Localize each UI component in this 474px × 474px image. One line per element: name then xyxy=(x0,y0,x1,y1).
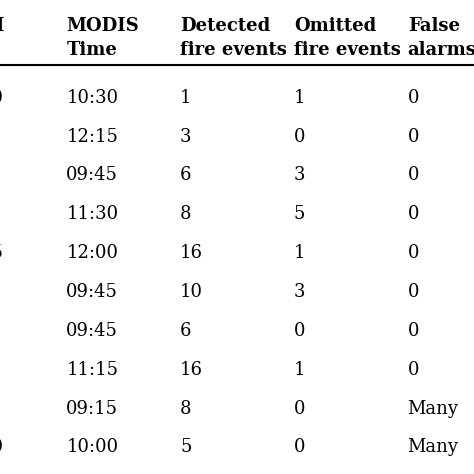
Text: 0: 0 xyxy=(408,283,419,301)
Text: 3: 3 xyxy=(180,128,191,146)
Text: 16: 16 xyxy=(180,361,203,379)
Text: 1: 1 xyxy=(180,89,191,107)
Text: fire events: fire events xyxy=(180,41,287,59)
Text: 1: 1 xyxy=(294,361,305,379)
Text: 0: 0 xyxy=(408,322,419,340)
Text: False: False xyxy=(408,17,460,35)
Text: alarms: alarms xyxy=(408,41,474,59)
Text: 0: 0 xyxy=(408,166,419,184)
Text: 09:15: 09:15 xyxy=(66,400,118,418)
Text: 3: 3 xyxy=(294,283,305,301)
Text: 05: 05 xyxy=(0,244,4,262)
Text: 3: 3 xyxy=(294,166,305,184)
Text: 0: 0 xyxy=(294,322,305,340)
Text: MODIS: MODIS xyxy=(66,17,139,35)
Text: 1: 1 xyxy=(294,89,305,107)
Text: fire events: fire events xyxy=(294,41,401,59)
Text: 09:45: 09:45 xyxy=(66,166,118,184)
Text: 6: 6 xyxy=(180,322,191,340)
Text: 11:15: 11:15 xyxy=(66,361,118,379)
Text: Many: Many xyxy=(408,400,459,418)
Text: 12:15: 12:15 xyxy=(66,128,118,146)
Text: 0: 0 xyxy=(294,438,305,456)
Text: 6: 6 xyxy=(180,166,191,184)
Text: Omitted: Omitted xyxy=(294,17,376,35)
Text: 09:45: 09:45 xyxy=(66,283,118,301)
Text: Time: Time xyxy=(66,41,117,59)
Text: 0: 0 xyxy=(408,89,419,107)
Text: 10:00: 10:00 xyxy=(66,438,118,456)
Text: 5: 5 xyxy=(294,205,305,223)
Text: 0: 0 xyxy=(408,361,419,379)
Text: 00: 00 xyxy=(0,89,4,107)
Text: 0: 0 xyxy=(408,205,419,223)
Text: 0: 0 xyxy=(408,244,419,262)
Text: 0: 0 xyxy=(294,128,305,146)
Text: Detected: Detected xyxy=(180,17,270,35)
Text: 11:30: 11:30 xyxy=(66,205,118,223)
Text: Many: Many xyxy=(408,438,459,456)
Text: 0: 0 xyxy=(408,128,419,146)
Text: 10:30: 10:30 xyxy=(66,89,118,107)
Text: 8: 8 xyxy=(180,400,191,418)
Text: 10: 10 xyxy=(180,283,203,301)
Text: 8: 8 xyxy=(180,205,191,223)
Text: 16: 16 xyxy=(180,244,203,262)
Text: 09:45: 09:45 xyxy=(66,322,118,340)
Text: RI: RI xyxy=(0,17,5,35)
Text: 5: 5 xyxy=(180,438,191,456)
Text: 1: 1 xyxy=(294,244,305,262)
Text: 12:00: 12:00 xyxy=(66,244,118,262)
Text: 0: 0 xyxy=(294,400,305,418)
Text: 00: 00 xyxy=(0,438,4,456)
